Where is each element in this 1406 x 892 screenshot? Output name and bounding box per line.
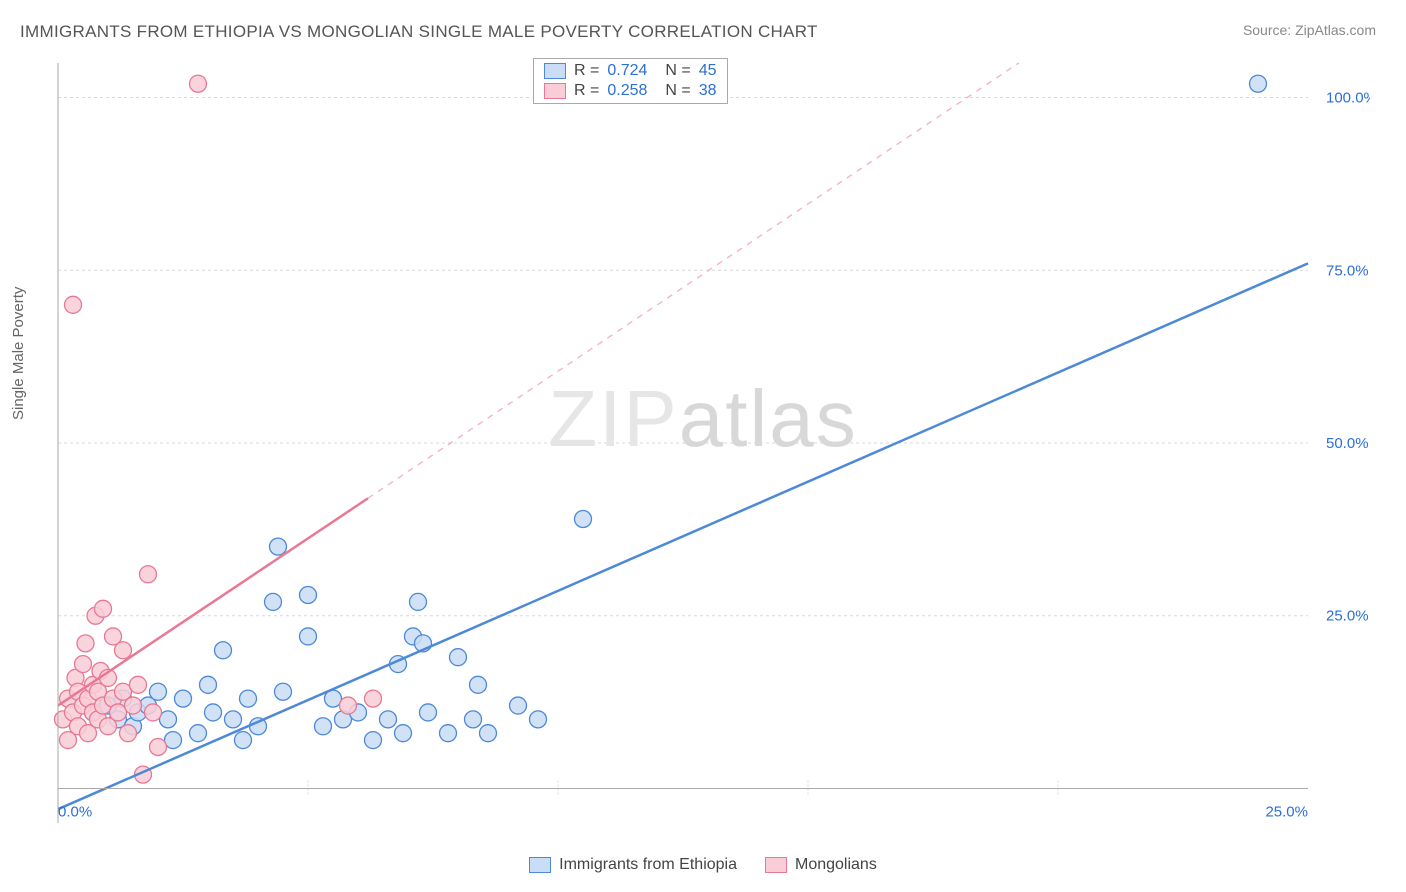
r-value-mongolians: 0.258 (607, 82, 647, 100)
svg-text:75.0%: 75.0% (1326, 262, 1369, 279)
n-label: N = (665, 82, 690, 100)
svg-text:50.0%: 50.0% (1326, 435, 1369, 452)
source-attribution: Source: ZipAtlas.com (1243, 22, 1376, 38)
chart-title: IMMIGRANTS FROM ETHIOPIA VS MONGOLIAN SI… (20, 22, 818, 42)
r-value-ethiopia: 0.724 (607, 62, 647, 80)
svg-text:0.0%: 0.0% (58, 803, 92, 820)
r-label: R = (574, 62, 599, 80)
legend-row-mongolians: R = 0.258 N = 38 (534, 81, 727, 101)
legend-item-ethiopia: Immigrants from Ethiopia (529, 856, 737, 874)
svg-text:25.0%: 25.0% (1265, 803, 1308, 820)
swatch-blue-icon (529, 857, 551, 873)
svg-text:25.0%: 25.0% (1326, 608, 1369, 625)
svg-text:100.0%: 100.0% (1326, 90, 1370, 107)
n-label: N = (665, 62, 690, 80)
n-value-ethiopia: 45 (699, 62, 717, 80)
swatch-pink-icon (765, 857, 787, 873)
swatch-blue-icon (544, 63, 566, 79)
swatch-pink-icon (544, 83, 566, 99)
scatter-plot-svg: 25.0% 50.0% 75.0% 100.0% 0.0% 25.0% (50, 55, 1370, 845)
legend-item-mongolians: Mongolians (765, 856, 877, 874)
legend-row-ethiopia: R = 0.724 N = 45 (534, 61, 727, 81)
legend-label: Mongolians (795, 856, 877, 874)
n-value-mongolians: 38 (699, 82, 717, 100)
r-label: R = (574, 82, 599, 100)
legend-label: Immigrants from Ethiopia (559, 856, 737, 874)
chart-area: 25.0% 50.0% 75.0% 100.0% 0.0% 25.0% (50, 55, 1370, 845)
correlation-legend: R = 0.724 N = 45 R = 0.258 N = 38 (533, 58, 728, 104)
y-axis-label: Single Male Poverty (10, 287, 27, 420)
series-legend: Immigrants from Ethiopia Mongolians (0, 856, 1406, 874)
